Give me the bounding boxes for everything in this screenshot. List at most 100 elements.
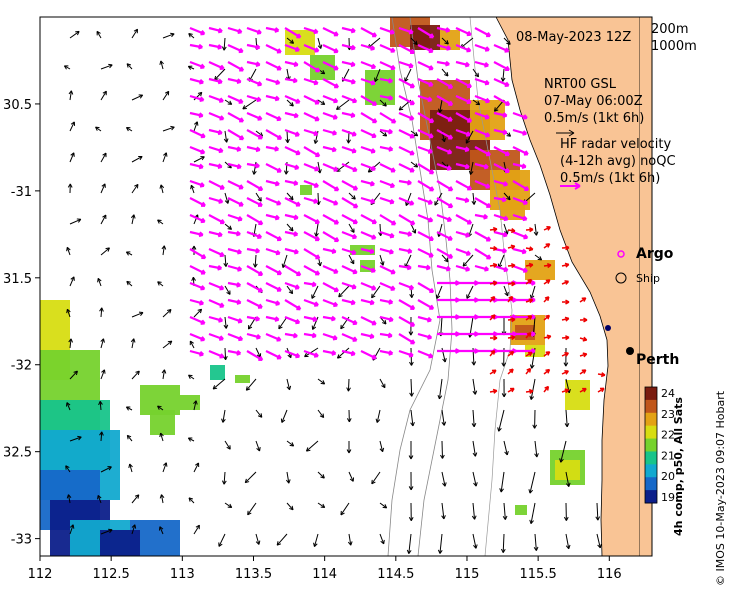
model-arrow: [460, 37, 474, 49]
model-arrow: [157, 281, 164, 287]
radar-arrow: [436, 26, 451, 33]
model-arrow: [346, 440, 352, 454]
model-arrow: [255, 409, 263, 418]
radar-arrow: [322, 61, 339, 71]
colorbar-segment: [645, 438, 657, 452]
model-arrow: [131, 494, 140, 504]
model-arrow: [595, 502, 601, 521]
radar-arrow: [303, 43, 320, 53]
model-arrow: [503, 285, 509, 297]
radar-arrow: [303, 265, 321, 276]
radar-arrow: [303, 179, 319, 188]
radar-arrow: [322, 145, 337, 153]
radar-arrow: [227, 26, 243, 35]
radar-arrow: [455, 78, 472, 89]
radar-arrow: [189, 94, 205, 103]
model-arrow: [437, 378, 443, 400]
radar-arrow: [417, 77, 434, 87]
radar-arrow: [456, 297, 479, 303]
radar-arrow: [360, 112, 378, 124]
model-arrow: [255, 440, 261, 452]
radar-arrow: [398, 163, 415, 173]
model-time: 07-May 06:00Z: [544, 94, 643, 109]
radar-arrow: [512, 146, 529, 156]
model-arrow: [441, 37, 449, 45]
x-tick-label: 113.5: [235, 567, 272, 582]
radar-arrow: [360, 264, 376, 273]
model-arrow: [100, 247, 110, 256]
radar-arrow: [208, 298, 225, 308]
model-arrow: [404, 68, 412, 82]
model-arrow: [471, 192, 477, 205]
radar-arrow: [341, 77, 356, 85]
model-arrow: [161, 369, 167, 380]
sst-patch: [150, 410, 175, 435]
model-arrow: [69, 435, 82, 442]
radar-arrow: [189, 111, 204, 118]
model-arrow: [69, 121, 76, 132]
radar-arrow: [512, 180, 530, 192]
model-arrow: [223, 347, 228, 361]
colorbar-segment: [645, 399, 657, 414]
x-tick-label: 115.5: [520, 567, 557, 582]
model-arrow: [441, 68, 449, 77]
model-arrow: [410, 161, 419, 168]
radar-arrow: [341, 180, 359, 191]
radar-arrow: [189, 332, 206, 342]
model-arrow: [336, 99, 350, 110]
radar-arrow: [322, 196, 339, 206]
colorbar-tick: 24: [661, 387, 675, 400]
y-tick-label: -33: [11, 533, 32, 548]
model-arrow: [223, 316, 229, 329]
radar-arrow: [417, 163, 435, 175]
radar-subtitle: (4-12h avg) noQC: [560, 154, 676, 169]
model-arrow: [221, 37, 227, 51]
model-arrow: [462, 254, 474, 267]
radar-arrow: [246, 111, 263, 121]
model-scale-arrow: [556, 129, 575, 137]
radar-arrow: [189, 197, 206, 207]
radar-arrow: [208, 60, 225, 70]
radar-arrow: [265, 231, 282, 242]
radar-arrow: [246, 94, 262, 103]
radar-arrow: [493, 146, 511, 157]
radar-arrow: [227, 230, 241, 237]
model-arrow: [255, 533, 261, 545]
hf-radar-red-arrows: [489, 226, 606, 395]
model-arrow: [97, 277, 102, 287]
radar-arrow: [398, 247, 413, 254]
radar-red-arrow: [561, 299, 570, 305]
model-arrow: [286, 192, 294, 201]
sst-patch: [565, 380, 590, 410]
radar-arrow: [512, 111, 528, 120]
radar-arrow: [341, 281, 357, 290]
model-arrow: [193, 462, 200, 473]
radar-arrow: [512, 247, 527, 255]
model-arrow: [100, 338, 105, 349]
radar-arrow: [455, 247, 471, 256]
model-arrow: [253, 254, 258, 268]
radar-red-arrow: [489, 262, 498, 268]
model-arrow: [244, 471, 257, 484]
model-arrow: [223, 130, 229, 143]
model-arrow: [348, 192, 356, 200]
colorbar: 24 23 22 21 20 19: [644, 386, 675, 504]
radar-arrow: [284, 230, 299, 237]
x-tick-label: 114.5: [377, 567, 414, 582]
x-tick-label: 115: [455, 567, 480, 582]
model-arrow: [347, 533, 353, 546]
model-arrow: [472, 99, 481, 106]
radar-red-arrow: [489, 280, 498, 286]
model-arrow: [502, 502, 508, 520]
model-arrow: [131, 155, 143, 163]
radar-arrow: [417, 196, 433, 205]
model-arrow: [441, 502, 446, 520]
model-arrow: [410, 37, 418, 46]
model-arrow: [563, 347, 569, 367]
radar-arrow: [360, 145, 376, 154]
radar-arrow: [322, 27, 339, 37]
radar-arrow: [493, 264, 509, 273]
model-arrow: [193, 400, 198, 411]
radar-arrow: [474, 77, 490, 86]
radar-arrow: [322, 214, 340, 225]
